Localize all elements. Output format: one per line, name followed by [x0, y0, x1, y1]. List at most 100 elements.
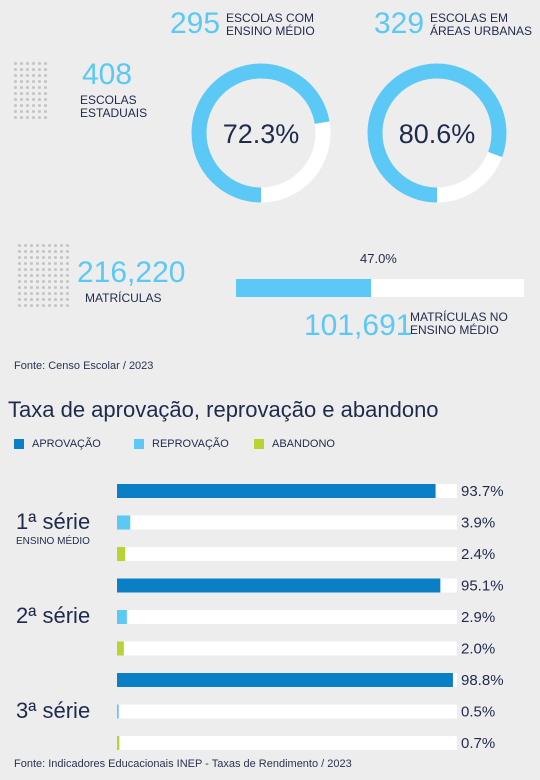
icon-dot [14, 86, 17, 89]
enrollments-count: 216,220 [77, 256, 186, 289]
bar-reprovação [117, 704, 119, 719]
icon-dot [32, 104, 35, 107]
bar-value-label: 93.7% [461, 483, 504, 500]
icon-dot [30, 274, 33, 277]
icon-dot [24, 298, 27, 301]
icon-dot [14, 62, 17, 65]
icon-dot [24, 274, 27, 277]
icon-dot [66, 244, 69, 247]
icon-dot [36, 286, 39, 289]
category-label-1: 1ª série [16, 509, 91, 534]
icon-dot [26, 92, 29, 95]
icon-dot [30, 292, 33, 295]
icon-dot [24, 256, 27, 259]
icon-dot [60, 286, 63, 289]
bar-value-label: 0.5% [461, 704, 495, 721]
icon-dot [38, 62, 41, 65]
legend-swatch-reprovacao [134, 439, 144, 449]
icon-dot [24, 286, 27, 289]
enrollments-label: MATRÍCULAS [85, 291, 162, 305]
icon-dot [20, 98, 23, 101]
icon-dot [26, 80, 29, 83]
bar-reprovação [117, 610, 127, 624]
bar-aprovação [117, 578, 441, 593]
icon-dot [26, 116, 29, 119]
bar-track [117, 641, 457, 656]
state-schools-count: 408 [82, 58, 133, 91]
bar-abandono [117, 641, 124, 656]
icon-dot [32, 116, 35, 119]
icon-dot [30, 280, 33, 283]
bar-value-label: 98.8% [461, 672, 504, 689]
hs-donut-arc [191, 63, 331, 203]
icon-dot [44, 92, 47, 95]
icon-dot [20, 68, 23, 71]
icon-dot [38, 92, 41, 95]
icon-dot [18, 292, 21, 295]
icon-dot [44, 80, 47, 83]
icon-dot [66, 250, 69, 253]
icon-dot [14, 98, 17, 101]
icon-dot [54, 286, 57, 289]
icon-dot [66, 274, 69, 277]
icon-dot [14, 110, 17, 113]
icon-dot [36, 250, 39, 253]
icon-dot [54, 256, 57, 259]
icon-dot [48, 298, 51, 301]
icon-dot [44, 98, 47, 101]
bar-aprovação [117, 673, 453, 687]
icon-dot [30, 304, 33, 307]
icon-dot [66, 292, 69, 295]
icon-dot [48, 280, 51, 283]
icon-dot [66, 280, 69, 283]
icon-dot [14, 80, 17, 83]
icon-dot [66, 304, 69, 307]
category-label-3: 3ª série [16, 698, 91, 723]
icon-dot [60, 280, 63, 283]
icon-dot [54, 304, 57, 307]
icon-dot [54, 244, 57, 247]
school-building-icon [14, 62, 47, 119]
bar-abandono [117, 736, 120, 750]
category-sublabel-1: ENSINO MÉDIO [16, 536, 90, 547]
icon-dot [30, 250, 33, 253]
icon-dot [38, 74, 41, 77]
icon-dot [36, 244, 39, 247]
rates-bar-chart: 93.7% 3.9% 2.4% 95.1% 2.9% 2.0% 98.8% 0.5% 0.7% [117, 483, 504, 752]
icon-dot [54, 268, 57, 271]
icon-dot [42, 268, 45, 271]
urban-schools-donut: 80.6% [367, 63, 507, 203]
icon-dot [26, 68, 29, 71]
icon-dot [38, 104, 41, 107]
bar-track [117, 704, 457, 719]
icon-dot [48, 262, 51, 265]
icon-dot [60, 274, 63, 277]
icon-dot [14, 116, 17, 119]
bar-value-label: 2.9% [461, 609, 495, 626]
icon-dot [30, 268, 33, 271]
icon-dot [66, 256, 69, 259]
urban-schools-label: ESCOLAS EM ÁREAS URBANAS [430, 11, 533, 38]
legend-abandono: ABANDONO [254, 438, 335, 450]
icon-dot [30, 298, 33, 301]
icon-dot [24, 280, 27, 283]
icon-dot [66, 298, 69, 301]
icon-dot [38, 110, 41, 113]
hs-enrollment-bar-track [236, 279, 524, 297]
icon-dot [18, 304, 21, 307]
enrollment-document-icon [18, 244, 69, 307]
icon-dot [42, 250, 45, 253]
bar-reprovação [117, 515, 131, 530]
icon-dot [32, 68, 35, 71]
icon-dot [36, 256, 39, 259]
bar-value-label: 2.0% [461, 641, 495, 658]
icon-dot [32, 110, 35, 113]
icon-dot [32, 92, 35, 95]
icon-dot [36, 274, 39, 277]
icon-dot [36, 268, 39, 271]
icon-dot [48, 268, 51, 271]
icon-dot [32, 86, 35, 89]
icon-dot [14, 74, 17, 77]
icon-dot [60, 268, 63, 271]
state-schools-label: ESCOLAS ESTADUAIS [80, 93, 148, 120]
